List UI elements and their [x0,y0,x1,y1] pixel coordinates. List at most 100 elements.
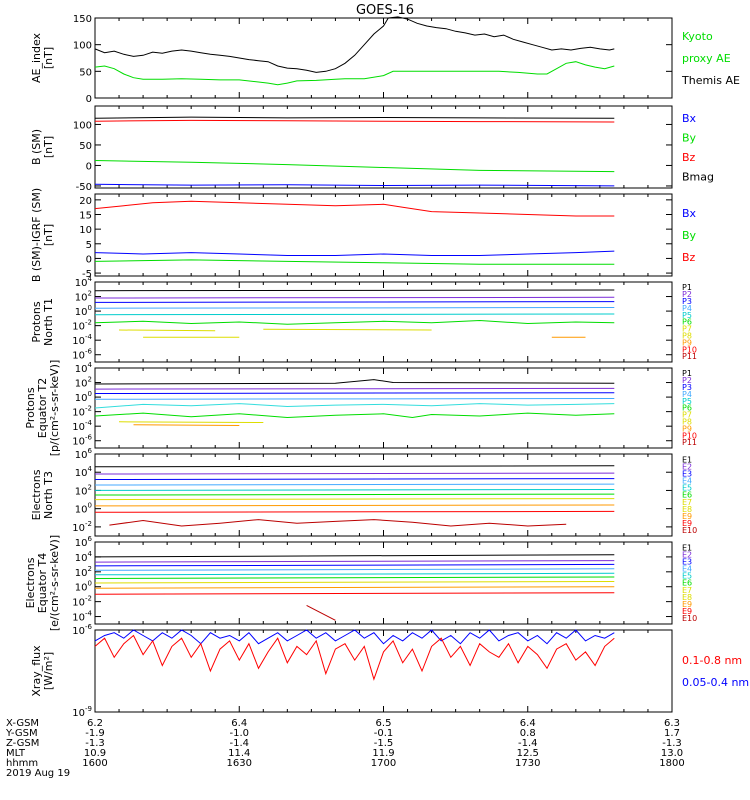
series-e9 [94,510,615,513]
legend-entry: P5 [682,397,692,406]
series-bx [94,183,615,187]
x-row-value: -1.3 [85,738,105,749]
panel-bigrf: -5 0 5 10 15 20 B (SM)-IGRF (SM)[nT] Bx By Bz [30,188,697,282]
series-e2 [94,560,615,563]
legend-entry: P2 [682,290,692,299]
x-row-value: -1.4 [229,738,249,749]
legend-entry: By [682,131,697,144]
y-tick-label: 102 [75,376,92,390]
y-tick-label: 102 [75,483,92,497]
legend-entry: E2 [682,550,692,559]
series-e10 [109,519,567,527]
legend-entry: Bx [682,112,697,125]
x-row-label: hhmm [6,758,38,769]
x-row-value: -1.0 [229,728,249,739]
legend-entry: proxy AE [682,52,731,65]
y-tick-label: 100 [75,502,92,516]
legend-entry: P9 [682,338,692,347]
x-row-value: 1630 [227,758,252,769]
series-e10 [306,604,336,621]
legend-entry: Kyoto [682,30,713,43]
legend-entry: E9 [682,600,692,609]
y-tick-label: 10-2 [72,595,92,609]
y-tick-label: 10-6 [72,348,92,362]
series-p5 [94,403,615,409]
legend-entry: 0.1-0.8 nm [682,654,742,667]
legend-entry: E9 [682,519,692,528]
date-label: 2019 Aug 19 [6,768,70,779]
legend-entry: E5 [682,484,692,493]
x-row-value: 6.3 [664,718,680,729]
panel-bsm: -50 0 50 100 B (SM)[nT] Bx By Bz Bmag [30,105,714,193]
legend-entry: E9 [682,607,692,616]
legend-entry: Bmag [682,170,714,183]
y-tick-label: 100 [73,41,92,52]
legend-entry: P10 [682,345,697,354]
legend-entry: E2 [682,462,692,471]
series-p2 [94,296,615,299]
y-tick-label: 100 [75,390,92,404]
series-p1 [94,379,615,385]
x-row-value: -1.4 [518,738,538,749]
legend-entry: Themis AE [681,74,740,87]
legend-entry: P10 [682,431,697,440]
legend-entry: E8 [682,593,692,602]
legend-entry: P7 [682,411,692,420]
legend-entry: P4 [682,390,692,399]
series-by [94,259,615,265]
legend-entry: E10 [682,614,697,623]
y-tick-label: 100 [75,580,92,594]
series-e4 [94,483,615,486]
legend-entry: P6 [682,404,692,413]
legend-entry: P8 [682,418,692,427]
legend-entry: Bz [682,251,696,264]
y-tick-label: 10-4 [72,333,92,347]
y-tick-label: 150 [73,14,92,25]
x-row-label: Z-GSM [6,738,39,749]
legend-entry: P9 [682,424,692,433]
legend-entry: P3 [682,383,692,392]
y-tick-label: 104 [75,550,93,564]
legend-entry: Bx [682,207,697,220]
y-tick-label: 0 [86,161,92,172]
y-axis-label: ProtonsEquator T2[p/(cm²-s-sr-keV)] [24,360,61,457]
y-tick-label: 10-4 [72,419,92,433]
series-by [94,160,615,173]
y-tick-label: 50 [79,141,92,152]
legend-entry: E7 [682,586,692,595]
series-p2 [94,387,615,390]
y-tick-label: 10-2 [72,520,92,534]
series-p6 [94,319,615,325]
y-axis-label: AE_index[nT] [30,32,55,83]
series-bz [94,200,615,217]
y-tick-label: 10 [79,225,92,236]
x-row-value: 1600 [82,758,107,769]
figure-title: GOES-16 [356,3,414,18]
y-axis-label: ElectronsEquator T4[e/(cm²-s-sr-keV)] [24,535,61,631]
x-row-value: 6.5 [376,718,392,729]
series-p1 [94,289,615,292]
panel-xray: 10-6 10-9 Xray_flux[W/m²] 0.1-0.8 nm 0.05-0.… [30,623,749,719]
y-tick-label: 10-2 [72,405,92,419]
y-axis-label: B (SM)[nT] [30,129,55,165]
series-themis-ae [94,16,615,73]
series-e5 [94,572,615,576]
x-row-value: 1800 [659,758,684,769]
y-tick-label: 0 [86,94,92,105]
series-bz [94,119,615,123]
series-e2 [94,472,615,475]
legend-entry: By [682,229,697,242]
y-tick-label: 106 [75,535,93,549]
legend-entry: P1 [682,369,692,378]
series-bmag [94,116,615,119]
series-p4 [94,398,615,400]
series-p8 [133,424,240,426]
y-tick-label: 10-6 [72,434,92,448]
series-e8 [94,504,615,507]
x-row-value: 11.9 [372,748,394,759]
y-tick-label: 10-9 [72,705,92,719]
legend-entry: E9 [682,512,692,521]
